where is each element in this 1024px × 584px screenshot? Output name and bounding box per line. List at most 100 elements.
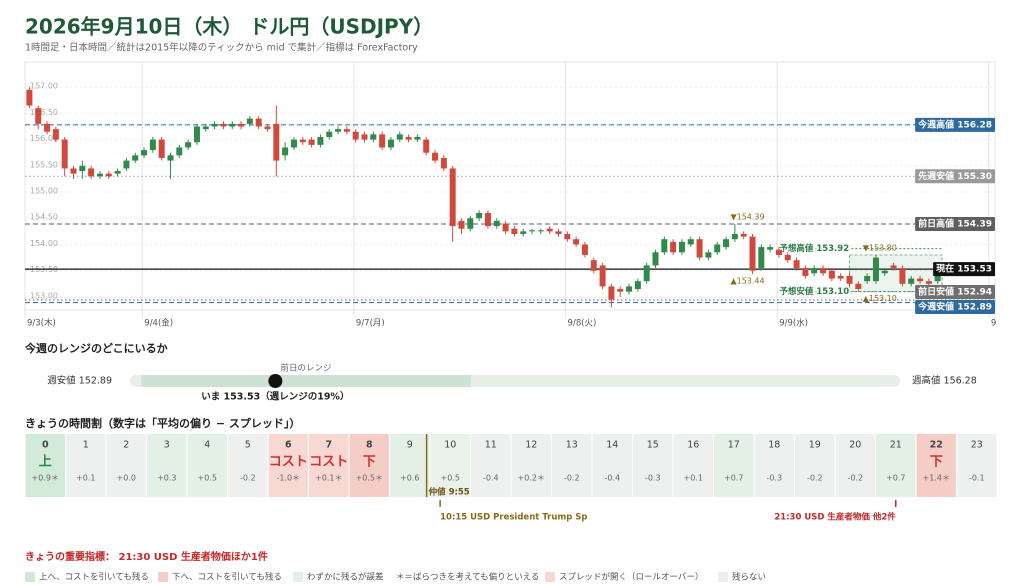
hour-cell bbox=[511, 434, 551, 497]
hour-number: 6 bbox=[285, 440, 292, 451]
candle-body bbox=[414, 136, 421, 140]
price-tag-label: 現在 153.53 bbox=[936, 263, 992, 275]
candle-body bbox=[326, 131, 333, 137]
candle-body bbox=[423, 139, 430, 153]
hour-number: 10 bbox=[444, 440, 456, 451]
hour-cell bbox=[633, 434, 673, 497]
hour-number: 19 bbox=[809, 440, 821, 451]
legend-label: スプレッドが開く（ロールオーバー） bbox=[559, 572, 703, 583]
candle-body bbox=[185, 142, 192, 148]
hour-cell bbox=[673, 434, 713, 497]
candle-body bbox=[731, 233, 738, 240]
candle-body bbox=[573, 239, 580, 245]
y-tick-label: 157.00 bbox=[30, 82, 58, 91]
hour-value: +0.0 bbox=[117, 474, 136, 483]
hour-number: 13 bbox=[566, 440, 578, 451]
candle-body bbox=[899, 268, 906, 284]
candle-body bbox=[723, 239, 730, 248]
hour-cell bbox=[754, 434, 794, 497]
price-annotation: ▼154.39 bbox=[730, 213, 764, 222]
candle-body bbox=[670, 241, 677, 253]
candle-body bbox=[343, 129, 350, 132]
legend-swatch bbox=[718, 572, 728, 582]
candle-body bbox=[855, 283, 862, 290]
candle-body bbox=[335, 129, 342, 132]
hour-number: 18 bbox=[768, 440, 780, 451]
hour-cell bbox=[916, 434, 956, 497]
price-tag-bg bbox=[915, 300, 995, 314]
price-tag: 前日安値 152.94 bbox=[915, 285, 995, 299]
candle-body bbox=[476, 213, 483, 219]
candle-body bbox=[370, 134, 377, 140]
subtitle: 1時間足・日本時間／統計は2015年以降のティックから mid で集計／指標は … bbox=[25, 42, 418, 54]
range-title: 今週のレンジのどこにいるか bbox=[24, 341, 168, 355]
candle-body bbox=[264, 126, 271, 130]
candle-body bbox=[758, 247, 765, 269]
candle-body bbox=[105, 173, 112, 177]
hour-cell bbox=[147, 434, 187, 497]
candle-body bbox=[917, 278, 924, 282]
hour-value: -0.2 bbox=[564, 474, 580, 483]
legend-label: ＊＝ばらつきを考えても偏りといえる bbox=[396, 572, 539, 583]
legend-swatch bbox=[545, 572, 555, 582]
hour-number: 17 bbox=[728, 440, 740, 451]
x-tick-label: 9/9(水) bbox=[779, 318, 808, 329]
candle-body bbox=[740, 233, 747, 237]
hour-number: 15 bbox=[647, 440, 659, 451]
candle-body bbox=[820, 268, 827, 274]
candle-body bbox=[767, 247, 774, 250]
candle-body bbox=[881, 270, 888, 274]
hour-value: -0.1 bbox=[969, 474, 985, 483]
y-tick-label: 154.00 bbox=[30, 239, 58, 248]
hour-signal: コスト bbox=[309, 455, 348, 470]
hour-cell bbox=[876, 434, 916, 497]
candle-body bbox=[238, 123, 245, 127]
x-tick-label: 9/7(月) bbox=[356, 319, 385, 329]
price-tag-label: 先週安値 155.30 bbox=[918, 170, 992, 182]
candle-body bbox=[379, 134, 386, 148]
candle-body bbox=[617, 289, 624, 292]
candle-body bbox=[96, 173, 103, 177]
hour-value: -1.0＊ bbox=[276, 474, 300, 483]
event-label: 21:30 USD 生産者物価 他2件 bbox=[774, 512, 896, 523]
week-high-label: 週高値 156.28 bbox=[912, 375, 977, 387]
candle-body bbox=[590, 260, 597, 271]
candle-body bbox=[811, 268, 818, 274]
candle-body bbox=[158, 139, 165, 158]
y-tick-label: 155.00 bbox=[30, 187, 58, 196]
candle-body bbox=[872, 257, 879, 282]
y-tick-label: 153.00 bbox=[30, 291, 58, 300]
hour-cell bbox=[25, 434, 65, 497]
candle-body bbox=[678, 241, 685, 253]
candle-body bbox=[193, 126, 200, 143]
price-tag-bg bbox=[915, 217, 995, 232]
x-tick-label: 9 bbox=[991, 319, 996, 329]
candle-body bbox=[211, 123, 218, 127]
candle-body bbox=[608, 286, 615, 300]
candle-body bbox=[511, 228, 518, 234]
hour-value: -0.3 bbox=[645, 474, 661, 483]
hour-cell bbox=[471, 434, 511, 497]
schedule-title: きょうの時間割（数字は「平均の偏り − スプレッド」） bbox=[25, 416, 300, 430]
candle-body bbox=[246, 118, 253, 124]
candle-body bbox=[202, 126, 209, 130]
candle-body bbox=[114, 171, 121, 174]
y-tick-label: 156.50 bbox=[30, 108, 58, 117]
candle-body bbox=[802, 268, 809, 276]
hour-number: 3 bbox=[164, 440, 170, 451]
prev-range bbox=[141, 375, 471, 387]
price-tag-bg bbox=[933, 262, 995, 277]
hour-cell bbox=[309, 434, 349, 497]
candle-body bbox=[925, 281, 932, 284]
candle-body bbox=[458, 220, 465, 229]
hour-number: 9 bbox=[407, 440, 413, 451]
candle-body bbox=[26, 89, 33, 106]
candle-body bbox=[784, 254, 791, 261]
legend-label: 上へ、コストを引いても残る bbox=[39, 572, 149, 583]
candle-body bbox=[581, 244, 588, 255]
legend-label: 下へ、コストを引いても残る bbox=[172, 572, 282, 583]
week-low-label: 週安値 152.89 bbox=[47, 375, 112, 387]
hour-value: -0.4 bbox=[604, 474, 620, 483]
candle-body bbox=[282, 147, 289, 156]
price-annotation: ▲153.10 bbox=[863, 294, 897, 303]
